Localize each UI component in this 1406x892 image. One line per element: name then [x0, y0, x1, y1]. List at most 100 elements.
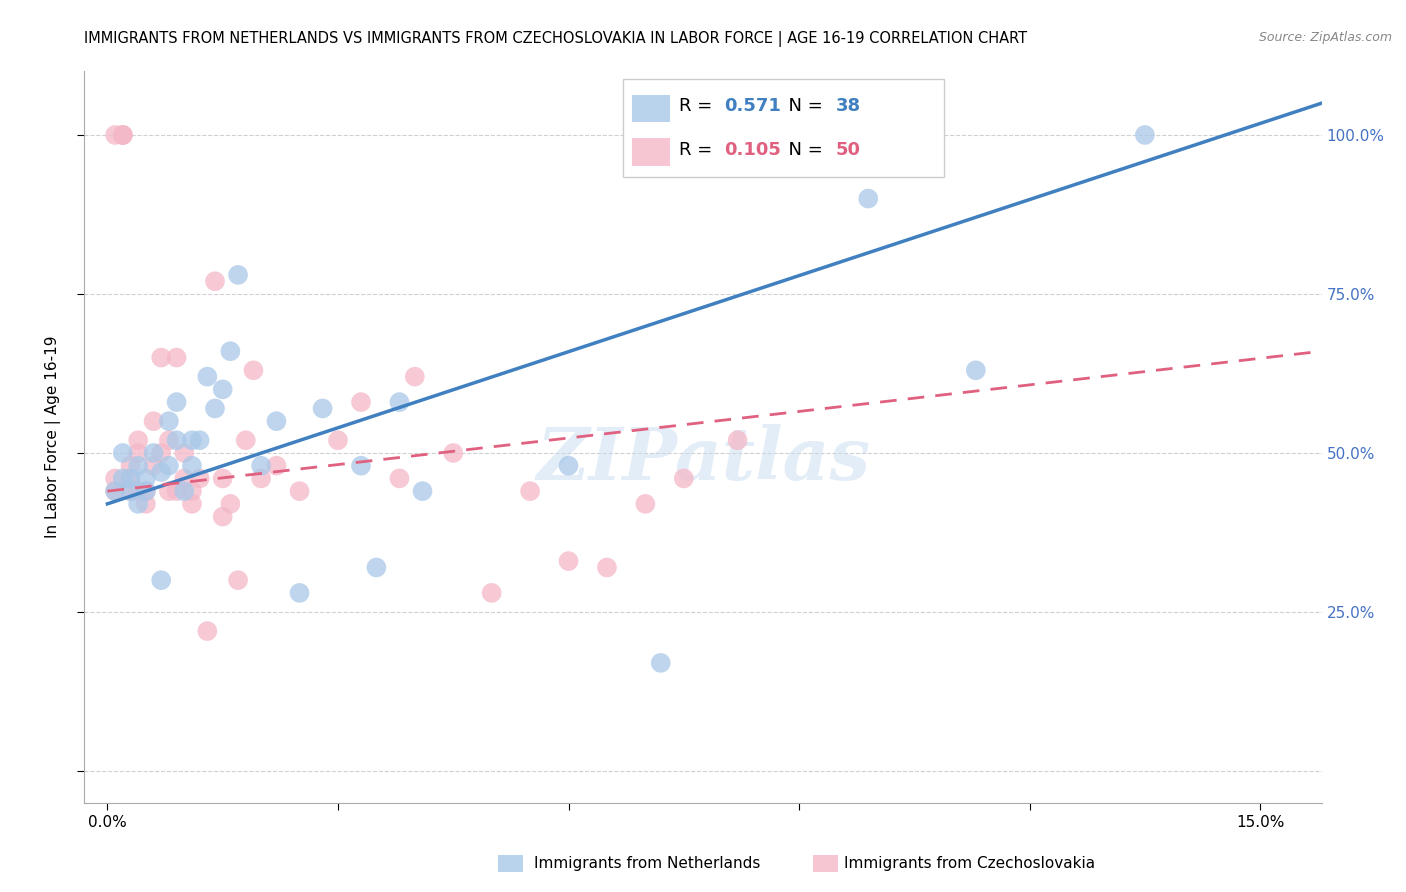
FancyBboxPatch shape	[633, 95, 669, 122]
Point	[142, 414, 165, 428]
Text: IMMIGRANTS FROM NETHERLANDS VS IMMIGRANTS FROM CZECHOSLOVAKIA IN LABOR FORCE | A: IMMIGRANTS FROM NETHERLANDS VS IMMIGRANT…	[84, 31, 1028, 47]
Text: R =: R =	[679, 141, 718, 159]
Text: N =: N =	[778, 141, 828, 159]
Point	[104, 128, 127, 142]
Point	[1133, 128, 1156, 142]
Text: N =: N =	[778, 97, 828, 115]
Point	[366, 560, 388, 574]
Point	[288, 484, 311, 499]
Point	[672, 471, 695, 485]
Point	[166, 351, 188, 365]
Bar	[498, 855, 523, 872]
Point	[104, 471, 127, 485]
Point	[188, 471, 211, 485]
Point	[181, 458, 204, 473]
Point	[120, 484, 142, 499]
Point	[727, 434, 749, 448]
Point	[157, 458, 180, 473]
Point	[219, 344, 242, 359]
Point	[157, 434, 180, 448]
Point	[142, 446, 165, 460]
Point	[166, 395, 188, 409]
FancyBboxPatch shape	[633, 138, 669, 166]
Point	[120, 471, 142, 485]
Point	[157, 414, 180, 428]
FancyBboxPatch shape	[623, 78, 945, 178]
Point	[111, 446, 134, 460]
Point	[157, 484, 180, 499]
Point	[481, 586, 503, 600]
Text: Immigrants from Netherlands: Immigrants from Netherlands	[534, 856, 761, 871]
Point	[111, 128, 134, 142]
Text: Source: ZipAtlas.com: Source: ZipAtlas.com	[1258, 31, 1392, 45]
Point	[204, 274, 226, 288]
Text: 38: 38	[835, 97, 860, 115]
Text: 0.571: 0.571	[724, 97, 780, 115]
Point	[120, 484, 142, 499]
Point	[127, 446, 149, 460]
Text: R =: R =	[679, 97, 718, 115]
Point	[135, 471, 157, 485]
Point	[173, 471, 195, 485]
Point	[150, 351, 173, 365]
Point	[111, 128, 134, 142]
Point	[111, 471, 134, 485]
Point	[242, 363, 264, 377]
Point	[135, 484, 157, 499]
Point	[965, 363, 987, 377]
Point	[127, 484, 149, 499]
Point	[150, 465, 173, 479]
Point	[195, 624, 218, 638]
Point	[388, 471, 411, 485]
Point	[557, 458, 579, 473]
Point	[235, 434, 257, 448]
Point	[226, 268, 249, 282]
Point	[326, 434, 349, 448]
Point	[181, 497, 204, 511]
Point	[120, 458, 142, 473]
Point	[404, 369, 426, 384]
Point	[311, 401, 333, 416]
Point	[226, 573, 249, 587]
Bar	[813, 855, 838, 872]
Point	[350, 458, 373, 473]
Point	[211, 471, 233, 485]
Point	[166, 434, 188, 448]
Point	[211, 383, 233, 397]
Point	[211, 509, 233, 524]
Point	[150, 446, 173, 460]
Point	[519, 484, 541, 499]
Point	[266, 414, 288, 428]
Point	[250, 458, 273, 473]
Point	[596, 560, 619, 574]
Text: 0.105: 0.105	[724, 141, 780, 159]
Y-axis label: In Labor Force | Age 16-19: In Labor Force | Age 16-19	[45, 335, 62, 539]
Point	[219, 497, 242, 511]
Point	[195, 369, 218, 384]
Point	[135, 484, 157, 499]
Point	[204, 401, 226, 416]
Point	[557, 554, 579, 568]
Point	[266, 458, 288, 473]
Text: ZIPatlas: ZIPatlas	[536, 424, 870, 494]
Point	[111, 128, 134, 142]
Point	[650, 656, 672, 670]
Point	[166, 484, 188, 499]
Point	[173, 484, 195, 499]
Point	[181, 434, 204, 448]
Point	[250, 471, 273, 485]
Point	[173, 446, 195, 460]
Point	[350, 395, 373, 409]
Point	[120, 471, 142, 485]
Point	[858, 192, 880, 206]
Point	[411, 484, 433, 499]
Point	[104, 484, 127, 499]
Point	[181, 484, 204, 499]
Point	[127, 434, 149, 448]
Point	[188, 434, 211, 448]
Point	[142, 458, 165, 473]
Point	[104, 484, 127, 499]
Point	[388, 395, 411, 409]
Point	[150, 573, 173, 587]
Point	[127, 458, 149, 473]
